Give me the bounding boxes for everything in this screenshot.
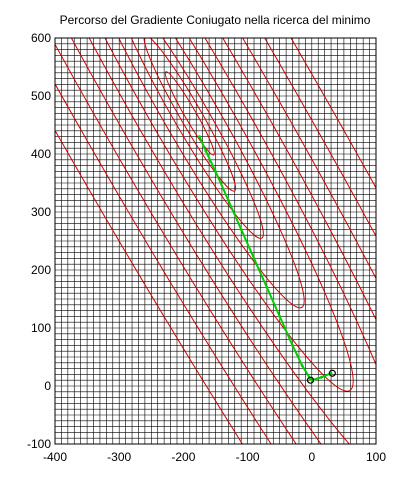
chart-title: Percorso del Gradiente Coniugato nella r… xyxy=(60,13,371,27)
gradient-path xyxy=(198,135,336,384)
path-point xyxy=(278,315,282,318)
x-tick-label: -400 xyxy=(43,450,67,464)
path-point xyxy=(320,375,323,379)
y-tick-label: 0 xyxy=(44,379,51,393)
y-tick-label: 400 xyxy=(31,147,51,161)
grid xyxy=(55,38,376,444)
contour-line xyxy=(143,38,237,192)
start-marker xyxy=(306,376,315,384)
contour-line xyxy=(74,38,305,309)
path-point xyxy=(329,371,333,375)
end-marker xyxy=(328,369,336,377)
path-point xyxy=(310,378,314,382)
x-tick-label: 100 xyxy=(366,450,386,464)
y-axis-ticks: -100 0 100 200 300 400 500 600 xyxy=(27,31,51,451)
path-point xyxy=(239,228,243,231)
path-point xyxy=(214,170,217,173)
path-point xyxy=(252,257,256,260)
path-point xyxy=(265,286,269,289)
path-point xyxy=(204,149,208,153)
y-tick-label: 500 xyxy=(31,89,51,103)
x-axis-ticks: -400 -300 -200 -100 0 100 xyxy=(43,450,386,464)
x-tick-label: -200 xyxy=(171,450,195,464)
x-tick-label: 0 xyxy=(308,450,315,464)
path-point xyxy=(300,364,304,368)
y-tick-label: 200 xyxy=(31,263,51,277)
path-point xyxy=(226,199,230,202)
x-tick-label: -300 xyxy=(107,450,131,464)
path-point xyxy=(198,135,201,139)
x-tick-label: -100 xyxy=(236,450,260,464)
y-tick-label: 300 xyxy=(31,205,51,219)
y-tick-label: 100 xyxy=(31,321,51,335)
y-tick-label: 600 xyxy=(31,31,51,45)
contour-line xyxy=(164,71,215,156)
path-point xyxy=(291,344,294,347)
y-tick-label: -100 xyxy=(27,437,51,451)
plot-frame xyxy=(54,37,377,445)
contour-line xyxy=(115,38,264,239)
